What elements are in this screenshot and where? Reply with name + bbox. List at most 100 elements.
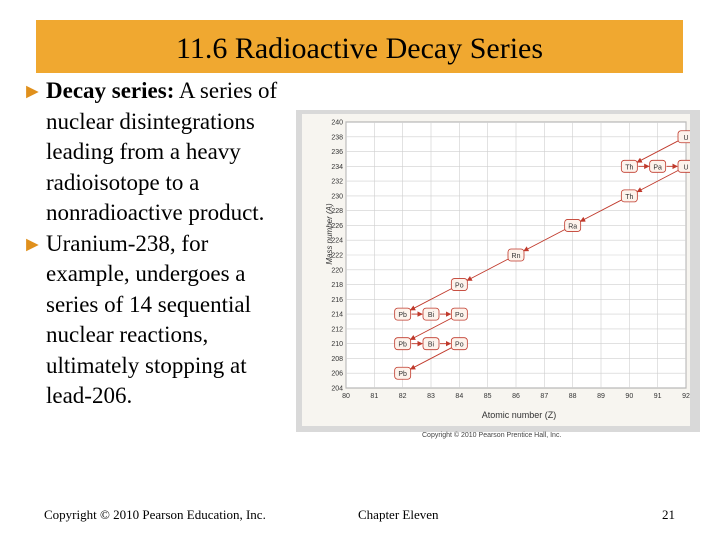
y-tick-label: 226 xyxy=(331,223,343,230)
y-tick-label: 208 xyxy=(331,356,343,363)
x-tick-label: 82 xyxy=(399,393,407,400)
nuclide-label: Bi xyxy=(428,312,435,319)
decay-series-figure: U Th Pa U Th Ra Rn Po Pb Bi Po Pb Bi Po Pb 80 81 82 83 84 8… xyxy=(294,108,704,448)
footer-chapter: Chapter Eleven xyxy=(358,507,439,522)
nuclide-box xyxy=(450,307,468,321)
nuclide-label: Po xyxy=(455,312,464,319)
y-tick-label: 240 xyxy=(331,120,343,127)
nuclide-box xyxy=(564,219,582,232)
nuclide-label: Bi xyxy=(428,342,435,349)
nuclide-box xyxy=(422,337,440,351)
y-tick-label: 206 xyxy=(331,371,343,378)
nuclide-label: U xyxy=(683,135,688,142)
nuclide-marker: Po xyxy=(450,337,468,351)
x-tick-label: 92 xyxy=(682,393,690,400)
y-tick-label: 216 xyxy=(331,297,343,304)
figure-frame: U Th Pa U Th Ra Rn Po Pb Bi Po Pb Bi Po Pb 80 81 82 83 84 8… xyxy=(296,110,700,432)
x-tick-label: 90 xyxy=(625,393,633,400)
nuclide-box xyxy=(620,189,638,203)
y-tick-label: 210 xyxy=(331,341,343,348)
nuclide-box xyxy=(422,307,440,321)
nuclide-marker: Ra xyxy=(564,219,582,232)
alpha-decay-arrow xyxy=(636,140,679,163)
nuclide-marker: Pb xyxy=(394,366,412,380)
nuclide-marker: Pa xyxy=(649,159,667,173)
nuclide-label: Ra xyxy=(568,223,577,230)
bullet-item: ► Decay series: A series of nuclear disi… xyxy=(22,76,297,229)
nuclide-box xyxy=(649,159,667,173)
y-axis-label: Mass number (A) xyxy=(325,203,334,265)
nuclide-box xyxy=(450,278,468,291)
nuclide-label: Po xyxy=(455,342,464,349)
bullet-text: Uranium-238, for example, undergoes a se… xyxy=(46,230,252,409)
x-tick-label: 84 xyxy=(455,393,463,400)
nuclide-marker: Th xyxy=(620,189,638,203)
nuclide-box xyxy=(394,337,412,351)
x-axis-label: Atomic number (Z) xyxy=(482,410,557,420)
nuclide-marker: Pb xyxy=(394,307,412,321)
nuclide-label: Th xyxy=(625,164,633,171)
x-tick-label: 87 xyxy=(540,393,548,400)
nuclide-box xyxy=(507,248,525,262)
y-tick-label: 220 xyxy=(331,267,343,274)
alpha-decay-arrow xyxy=(409,288,452,311)
y-tick-label: 204 xyxy=(331,386,343,393)
title-bar: 11.6 Radioactive Decay Series xyxy=(36,20,683,73)
nuclide-label: Th xyxy=(625,194,633,201)
x-tick-label: 83 xyxy=(427,393,435,400)
y-tick-label: 224 xyxy=(331,238,343,245)
x-tick-label: 81 xyxy=(370,393,378,400)
alpha-decay-arrow xyxy=(579,199,622,222)
y-tick-label: 232 xyxy=(331,179,343,186)
nuclide-marker: Pb xyxy=(394,337,412,351)
y-tick-label: 218 xyxy=(331,282,343,289)
nuclide-box xyxy=(620,159,638,173)
y-tick-label: 236 xyxy=(331,149,343,156)
nuclide-marker: Po xyxy=(450,278,468,291)
y-tick-label: 212 xyxy=(331,326,343,333)
nuclide-label: Pb xyxy=(398,312,407,319)
y-tick-label: 228 xyxy=(331,208,343,215)
figure-credit: Copyright © 2010 Pearson Prentice Hall, … xyxy=(422,432,562,439)
alpha-decay-arrow xyxy=(409,347,452,370)
footer-page-number: 21 xyxy=(662,507,675,522)
y-tick-label: 230 xyxy=(331,193,343,200)
y-tick-label: 238 xyxy=(331,134,343,141)
slide-title: 11.6 Radioactive Decay Series xyxy=(175,32,544,65)
bullet-text: A series of nuclear disintegrations lead… xyxy=(46,78,278,225)
nuclide-marker: Bi xyxy=(422,307,440,321)
nuclide-label: Pb xyxy=(398,371,407,378)
figure-panel: U Th Pa U Th Ra Rn Po Pb Bi Po Pb Bi Po Pb 80 81 82 83 84 8… xyxy=(302,114,695,426)
y-tick-label: 234 xyxy=(331,164,343,171)
bullet-arrow-icon: ► xyxy=(22,231,43,256)
alpha-decay-arrow xyxy=(523,229,565,252)
nuclide-label: Pa xyxy=(653,164,662,171)
alpha-decay-arrow xyxy=(409,317,452,340)
nuclide-box xyxy=(394,307,412,321)
decay-chart: U Th Pa U Th Ra Rn Po Pb Bi Po Pb Bi Po Pb 80 81 82 83 84 8… xyxy=(325,120,695,420)
alpha-decay-arrow xyxy=(636,170,679,193)
bullet-term: Decay series: xyxy=(46,78,175,103)
x-tick-label: 89 xyxy=(597,393,605,400)
footer-copyright: Copyright © 2010 Pearson Education, Inc. xyxy=(44,507,266,522)
bullet-list: ► Decay series: A series of nuclear disi… xyxy=(22,76,297,412)
bullet-item: ► Uranium-238, for example, undergoes a … xyxy=(22,229,297,412)
nuclide-marker: U xyxy=(677,130,695,144)
x-tick-label: 85 xyxy=(484,393,492,400)
x-tick-label: 88 xyxy=(569,393,577,400)
nuclide-marker: Rn xyxy=(507,248,525,262)
nuclide-label: Rn xyxy=(512,253,521,260)
nuclide-label: U xyxy=(683,164,688,171)
x-tick-label: 80 xyxy=(342,393,350,400)
x-tick-label: 91 xyxy=(654,393,662,400)
bullet-arrow-icon: ► xyxy=(22,79,43,103)
y-tick-label: 214 xyxy=(331,312,343,319)
alpha-decay-arrow xyxy=(466,258,509,281)
y-tick-label: 222 xyxy=(331,253,343,260)
nuclide-marker: U xyxy=(677,159,695,173)
nuclide-marker: Po xyxy=(450,307,468,321)
nuclide-box xyxy=(394,366,412,380)
nuclide-box xyxy=(450,337,468,351)
nuclide-marker: Bi xyxy=(422,337,440,351)
nuclide-marker: Th xyxy=(620,159,638,173)
